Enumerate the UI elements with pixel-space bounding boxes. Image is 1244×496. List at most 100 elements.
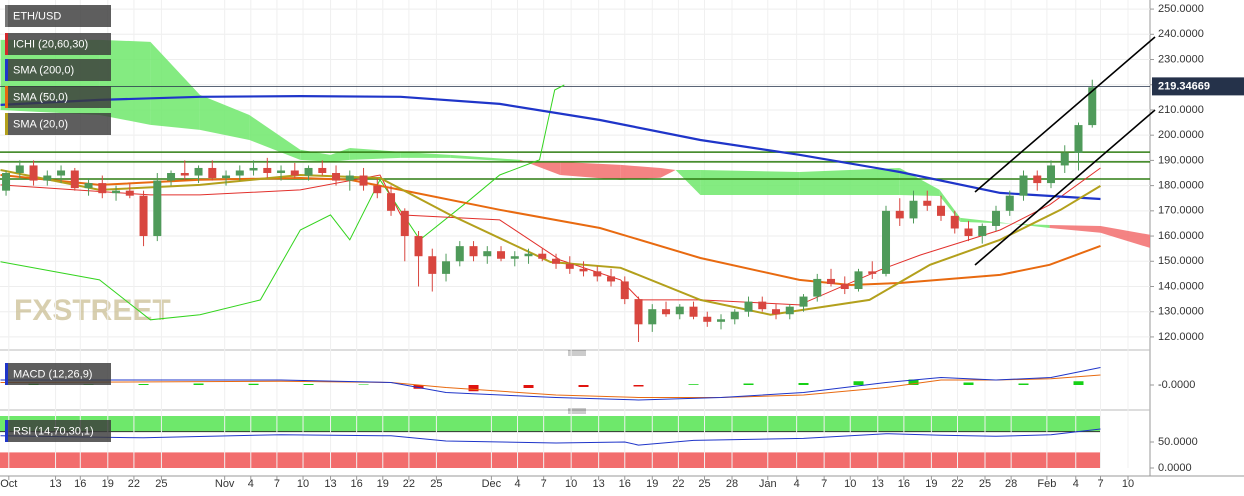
x-tick-label: 16 [74, 478, 86, 490]
candle-body [70, 170, 79, 189]
candle-body [978, 225, 987, 237]
legend-box [5, 363, 111, 385]
x-tick-label: 10 [565, 478, 577, 490]
candle-body [139, 195, 148, 237]
cloud-segment [99, 39, 151, 125]
y-tick-label: 120.0000 [1158, 331, 1204, 343]
legend-label: ETH/USD [13, 10, 61, 22]
histogram-bar [963, 382, 974, 385]
candle-body [689, 306, 698, 317]
legend-box [5, 420, 111, 442]
candle-body [827, 278, 836, 284]
candle-body [29, 165, 38, 181]
candle-body [332, 173, 341, 181]
histogram-bar [688, 384, 699, 385]
candle-body [483, 251, 492, 257]
candle-body [125, 190, 134, 196]
x-tick-label: 10 [297, 478, 309, 490]
legend-label: SMA (50,0) [13, 91, 68, 103]
legend-swatch [5, 420, 8, 442]
candle-body [593, 271, 602, 277]
legend-swatch [5, 86, 8, 108]
candle-body [1033, 175, 1042, 184]
candle-body [1019, 175, 1028, 196]
cloud-segment [799, 167, 900, 195]
candle-body [235, 170, 244, 176]
x-tick-label: 19 [925, 478, 937, 490]
candle-body [167, 173, 176, 181]
candle-body [497, 251, 506, 259]
candle-body [923, 200, 932, 206]
cloud-segment [620, 164, 661, 180]
x-tick-label: 22 [672, 478, 684, 490]
x-tick-label: 19 [377, 478, 389, 490]
x-tick-label: 7 [541, 478, 547, 490]
legend-box [5, 86, 111, 108]
candle-body [112, 190, 121, 194]
legend-entry: SMA (50,0) [5, 86, 111, 108]
x-tick-label: Feb [1037, 478, 1056, 490]
histogram-bar [633, 385, 644, 387]
x-tick-label: 16 [898, 478, 910, 490]
candle-body [2, 173, 11, 191]
cloud-segment [1049, 224, 1101, 233]
candle-body [895, 210, 904, 219]
candle-body [84, 183, 93, 189]
line-series [0, 169, 1102, 316]
candle-body [772, 309, 781, 315]
legend-swatch [5, 363, 8, 385]
cloud-segment [300, 149, 331, 162]
line-series [0, 367, 1101, 401]
histogram-bar [1018, 383, 1029, 385]
x-tick-label: 28 [726, 478, 738, 490]
candle-body [304, 167, 313, 176]
histogram-bar [743, 383, 754, 385]
x-tick-label: 25 [155, 478, 167, 490]
candle-body [758, 301, 767, 310]
cloud-segment [960, 217, 1050, 228]
candle-body [428, 256, 437, 274]
candle-body [799, 296, 808, 307]
y-tick-label: 170.0000 [1158, 205, 1204, 217]
legend-entry: ICHI (20,60,30) [5, 33, 111, 55]
cloud-segment [349, 148, 401, 160]
candle-body [840, 283, 849, 290]
x-tick-label: 10 [1122, 478, 1134, 490]
candle-body [882, 210, 891, 274]
candle-body [153, 180, 162, 237]
x-tick-label: Dec [482, 478, 502, 490]
histogram-bar [1073, 381, 1084, 385]
x-tick-label: 25 [698, 478, 710, 490]
x-tick-label: 22 [128, 478, 140, 490]
y-tick-label: 230.0000 [1158, 53, 1204, 65]
x-tick-label: 4 [1073, 478, 1079, 490]
legend-box [5, 59, 111, 81]
candle-body [538, 253, 547, 259]
histogram-bar [358, 384, 369, 385]
cloud-segment [400, 151, 451, 158]
series-layer [0, 79, 1150, 446]
legend-swatch [5, 33, 8, 55]
y-tick-label: 130.0000 [1158, 306, 1204, 318]
candle-body [565, 263, 574, 269]
y-tick-label: 150.0000 [1158, 255, 1204, 267]
cloud-segment [660, 167, 676, 178]
x-tick-label: 7 [1097, 478, 1103, 490]
y-tick-label: 50.0000 [1158, 436, 1198, 448]
y-tick-label: 0.0000 [1158, 462, 1192, 474]
watermark: FXSTREET [14, 294, 171, 327]
candle-body [469, 246, 478, 257]
candle-body [937, 205, 946, 216]
candle-body [909, 200, 918, 219]
candle-body [524, 253, 533, 257]
candle-body [345, 175, 354, 181]
histogram-bar [908, 379, 919, 385]
candle-body [744, 301, 753, 312]
x-tick-label: Jan [759, 478, 777, 490]
x-tick-label: 13 [324, 478, 336, 490]
candle-body [662, 309, 671, 315]
cloud-segment [1100, 225, 1150, 248]
candle-body [400, 210, 409, 237]
candle-body [43, 175, 52, 181]
